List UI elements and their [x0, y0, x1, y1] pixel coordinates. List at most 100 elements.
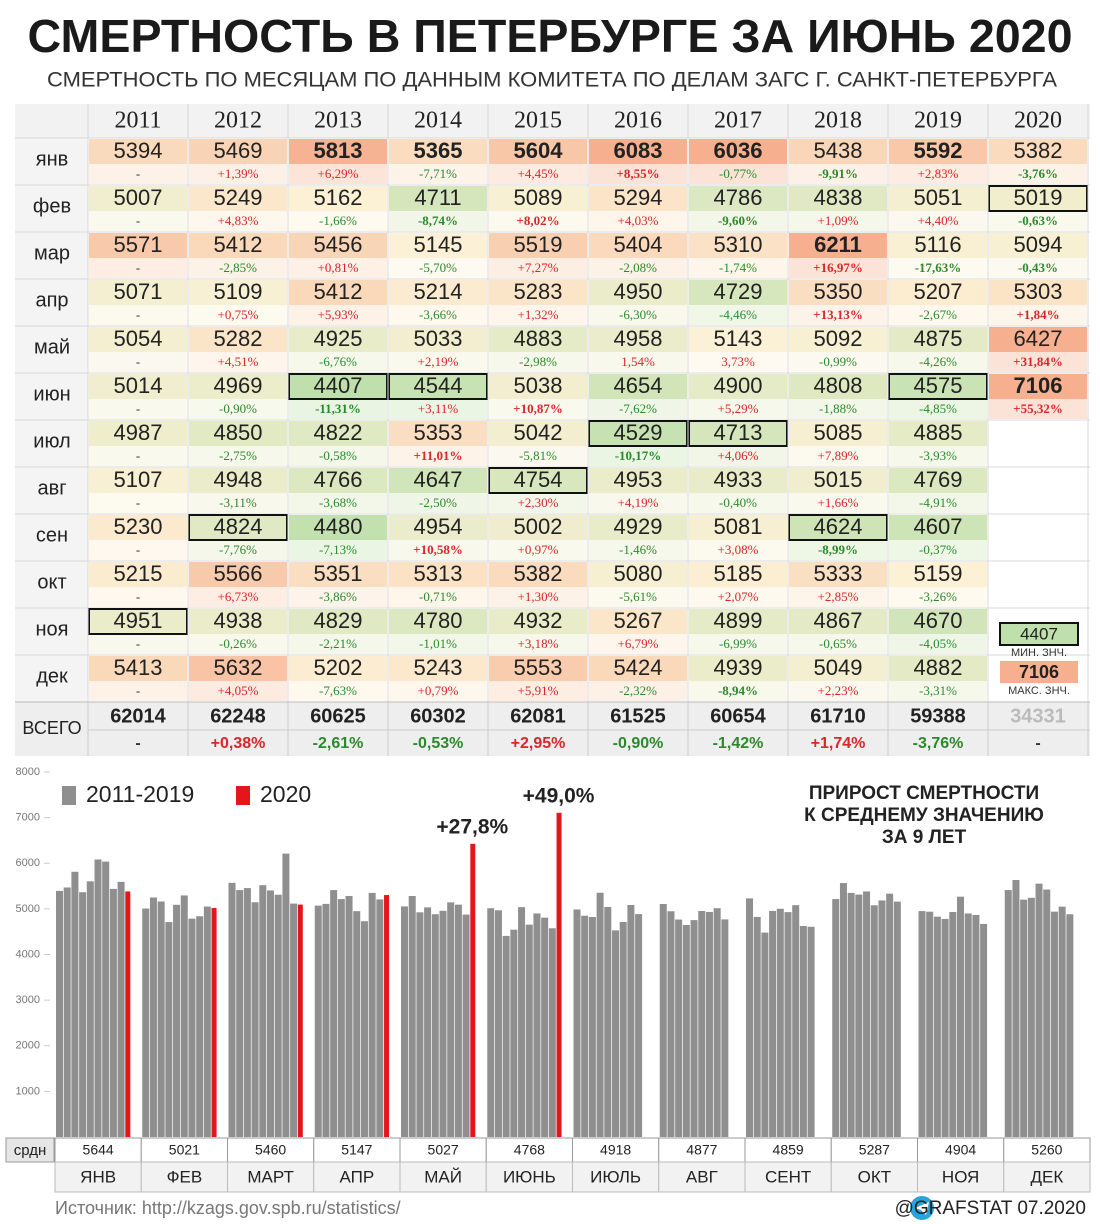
cell-change: +5,93%	[318, 307, 359, 322]
change-bg	[889, 211, 987, 231]
cell-value: 4885	[914, 420, 963, 445]
annotation: +27,8%	[436, 815, 508, 838]
bar	[964, 913, 972, 1137]
cell-value: 4875	[914, 326, 963, 351]
min-box	[688, 420, 788, 447]
change-bg	[289, 446, 387, 466]
cell-bg	[389, 468, 487, 493]
cell-bg	[389, 562, 487, 587]
change-bg	[89, 352, 187, 372]
cell-bg	[589, 656, 687, 681]
total-value: 61525	[610, 705, 666, 727]
min-box	[488, 467, 588, 494]
cell-value: 4786	[714, 185, 763, 210]
change-bg	[289, 540, 387, 560]
bar	[251, 902, 259, 1137]
bar	[274, 894, 282, 1137]
change-bg	[689, 258, 787, 278]
cell-bg	[489, 609, 587, 634]
month-cell	[399, 1161, 487, 1193]
change-bg	[389, 681, 487, 701]
cell-value: 5413	[114, 655, 163, 680]
cell-value: 4938	[214, 608, 263, 633]
cell-value: 5143	[714, 326, 763, 351]
min-box	[188, 514, 288, 541]
cell-bg	[89, 562, 187, 587]
avg-cell	[1003, 1137, 1091, 1163]
bar	[149, 897, 157, 1137]
cell-value: 4670	[914, 608, 963, 633]
cell-change: +1,30%	[518, 589, 559, 604]
cell-value: 4808	[814, 373, 863, 398]
cell-bg	[489, 327, 587, 352]
cell-change: -9,91%	[818, 166, 858, 181]
min-box	[988, 185, 1088, 212]
cell-change: +4,83%	[218, 213, 259, 228]
cell-bg	[189, 421, 287, 446]
cell-bg	[489, 280, 587, 305]
bar	[596, 892, 604, 1137]
cell-value: 5566	[214, 561, 263, 586]
cell-change: -	[136, 542, 140, 557]
cell-value: 4929	[614, 514, 663, 539]
change-bg	[689, 493, 787, 513]
cell-bg	[889, 280, 987, 305]
avg-cell	[744, 1137, 832, 1163]
cell-bg	[89, 374, 187, 399]
bar	[863, 891, 871, 1137]
cell-value: 5571	[114, 232, 163, 257]
cell-bg	[789, 186, 887, 211]
bar	[949, 911, 957, 1137]
cell-value: 5089	[514, 185, 563, 210]
bar	[384, 895, 390, 1137]
cell-bg	[989, 139, 1087, 164]
month-label: авг	[37, 477, 66, 499]
cell-value: 5412	[314, 279, 363, 304]
cell-bg	[689, 233, 787, 258]
change-bg	[589, 305, 687, 325]
legend-max-value: 7106	[1019, 662, 1059, 682]
cell-bg	[289, 186, 387, 211]
cell-change: +5,91%	[518, 683, 559, 698]
cell-value: 6427	[1014, 326, 1063, 351]
change-bg	[889, 540, 987, 560]
month-cell	[658, 1161, 746, 1193]
change-bg	[989, 164, 1087, 184]
avg-cell	[485, 1137, 573, 1163]
change-bg	[89, 164, 187, 184]
legend-max-label: МАКС. ЗНЧ.	[1008, 685, 1070, 697]
cell-value: 4769	[914, 467, 963, 492]
cell-change: +5,29%	[718, 401, 759, 416]
bar	[518, 907, 526, 1137]
cell-bg	[889, 327, 987, 352]
cell-change: -10,17%	[615, 448, 662, 463]
cell-bg	[289, 609, 387, 634]
year-label: 2019	[914, 108, 962, 134]
bar	[847, 892, 855, 1137]
cell-bg	[889, 656, 987, 681]
cell-change: -1,01%	[419, 636, 457, 651]
change-bg	[789, 587, 887, 607]
bar	[541, 917, 549, 1137]
total-value: 62248	[210, 705, 266, 727]
cell-change: +1,09%	[818, 213, 859, 228]
bar	[510, 929, 518, 1137]
cell-change: +3,11%	[418, 401, 459, 416]
min-box	[588, 420, 688, 447]
bar	[893, 901, 901, 1137]
cell-change: -11,31%	[315, 401, 361, 416]
y-tick-label: 5000	[16, 903, 40, 915]
cell-value: 4480	[314, 514, 363, 539]
bar	[612, 930, 619, 1137]
y-tick-label: 6000	[16, 857, 40, 869]
bar	[203, 906, 211, 1137]
total-label: ВСЕГО	[22, 718, 81, 738]
change-bg	[89, 540, 187, 560]
bar	[502, 935, 510, 1137]
cell-change: -	[136, 636, 140, 651]
bar	[236, 890, 244, 1137]
bar	[784, 912, 792, 1137]
note: К СРЕДНЕМУ ЗНАЧЕНИЮ	[804, 805, 1044, 826]
cell-bg	[789, 468, 887, 493]
change-bg	[989, 399, 1087, 419]
